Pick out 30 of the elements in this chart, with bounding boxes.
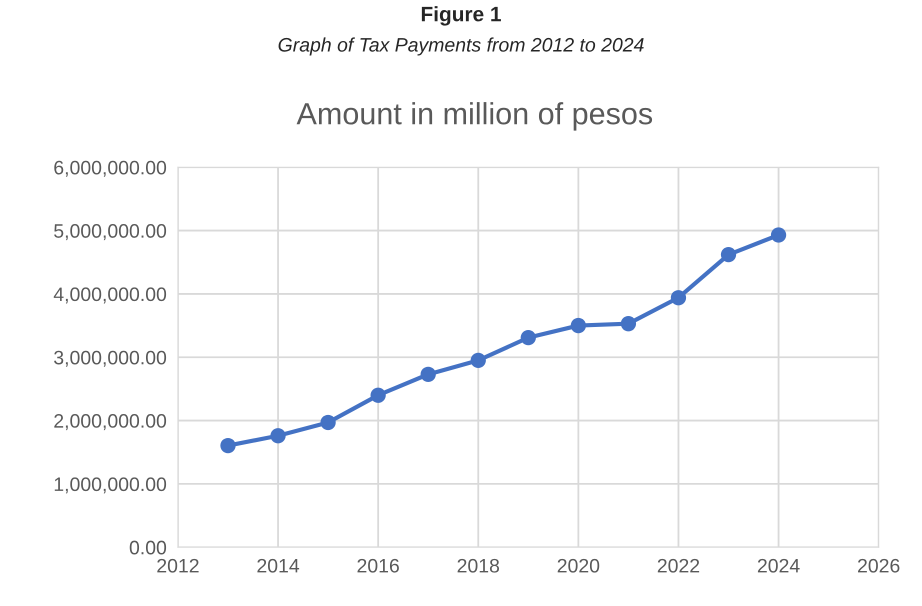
point <box>370 388 386 403</box>
y-tick-label: 6,000,000.00 <box>54 160 166 177</box>
point <box>470 352 486 368</box>
x-tick-label: 2020 <box>558 558 600 573</box>
point <box>270 428 286 444</box>
point <box>420 366 436 382</box>
y-tick-label: 0.00 <box>130 540 166 554</box>
x-tick-label: 2012 <box>157 558 199 573</box>
point <box>320 414 336 430</box>
x-tick-label: 2022 <box>658 558 700 573</box>
x-tick-label: 2016 <box>358 558 399 573</box>
point <box>670 290 686 306</box>
y-tick-label: 5,000,000.00 <box>54 224 166 240</box>
point <box>720 247 736 262</box>
point <box>570 318 586 334</box>
point <box>220 438 236 454</box>
chart-title: Figure 1 <box>422 6 501 26</box>
y-tick-label: 4,000,000.00 <box>54 287 166 304</box>
y-tick-label: 3,000,000.00 <box>54 350 166 367</box>
x-tick-label: 2024 <box>758 558 800 573</box>
x-tick-label: 2026 <box>858 558 900 573</box>
chart-subtitle: Graph of Tax Payments from 2012 to 2024 <box>278 37 644 56</box>
point <box>620 316 636 332</box>
y-tick-label: 1,000,000.00 <box>54 477 166 494</box>
x-tick-label: 2014 <box>257 558 300 573</box>
y-tick-label: 2,000,000.00 <box>54 414 166 430</box>
x-tick-label: 2018 <box>458 558 500 573</box>
point <box>770 227 786 243</box>
point <box>520 330 536 346</box>
text: Amount in million of pesos <box>296 102 652 131</box>
